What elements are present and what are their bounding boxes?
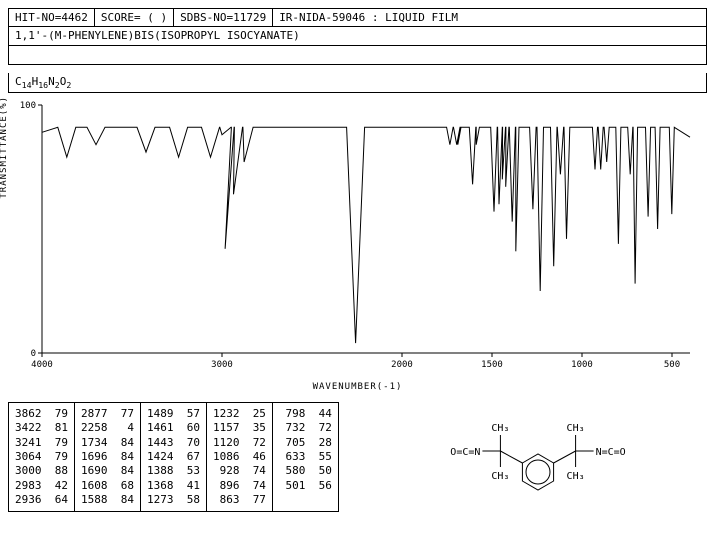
- svg-text:500: 500: [664, 360, 680, 370]
- svg-text:O=C=N: O=C=N: [450, 447, 480, 458]
- svg-text:CH₃: CH₃: [491, 423, 509, 434]
- svg-text:100: 100: [20, 101, 36, 111]
- svg-text:N=C=O: N=C=O: [596, 447, 626, 458]
- svg-text:CH₃: CH₃: [491, 471, 509, 482]
- header-row: HIT-NO=4462 SCORE= ( ) SDBS-NO=11729 IR-…: [8, 8, 707, 27]
- y-axis-label: TRANSMITTANCE(%): [0, 96, 9, 199]
- structure-svg: CH₃ CH₃ O=C=N CH₃ CH₃ N=C=O: [408, 402, 668, 512]
- svg-text:1000: 1000: [571, 360, 593, 370]
- svg-text:0: 0: [31, 349, 36, 359]
- svg-text:1500: 1500: [481, 360, 503, 370]
- score: SCORE= ( ): [95, 9, 174, 26]
- bottom-panel: 3862 793422 813241 793064 793000 882983 …: [8, 402, 707, 512]
- spectrum-svg: 0 100 4000 3000 2000 1500 1000 500: [8, 97, 698, 377]
- svg-text:CH₃: CH₃: [567, 471, 585, 482]
- ir-info: IR-NIDA-59046 : LIQUID FILM: [273, 9, 706, 26]
- sdbs-no: SDBS-NO=11729: [174, 9, 273, 26]
- molecular-structure: CH₃ CH₃ O=C=N CH₃ CH₃ N=C=O: [369, 402, 707, 512]
- x-axis-label: WAVENUMBER(-1): [8, 382, 707, 392]
- svg-text:3000: 3000: [211, 360, 233, 370]
- molecular-formula: C14H16N2O2: [8, 73, 707, 93]
- compound-name: 1,1'-(M-PHENYLENE)BIS(ISOPROPYL ISOCYANA…: [8, 27, 707, 46]
- ir-spectrum-chart: TRANSMITTANCE(%) 01004000300020001500100…: [8, 97, 707, 392]
- hit-no: HIT-NO=4462: [9, 9, 95, 26]
- spacer-row: [8, 46, 707, 65]
- svg-text:2000: 2000: [391, 360, 413, 370]
- svg-text:CH₃: CH₃: [567, 423, 585, 434]
- svg-text:4000: 4000: [31, 360, 53, 370]
- peaks-table: 3862 793422 813241 793064 793000 882983 …: [8, 402, 339, 512]
